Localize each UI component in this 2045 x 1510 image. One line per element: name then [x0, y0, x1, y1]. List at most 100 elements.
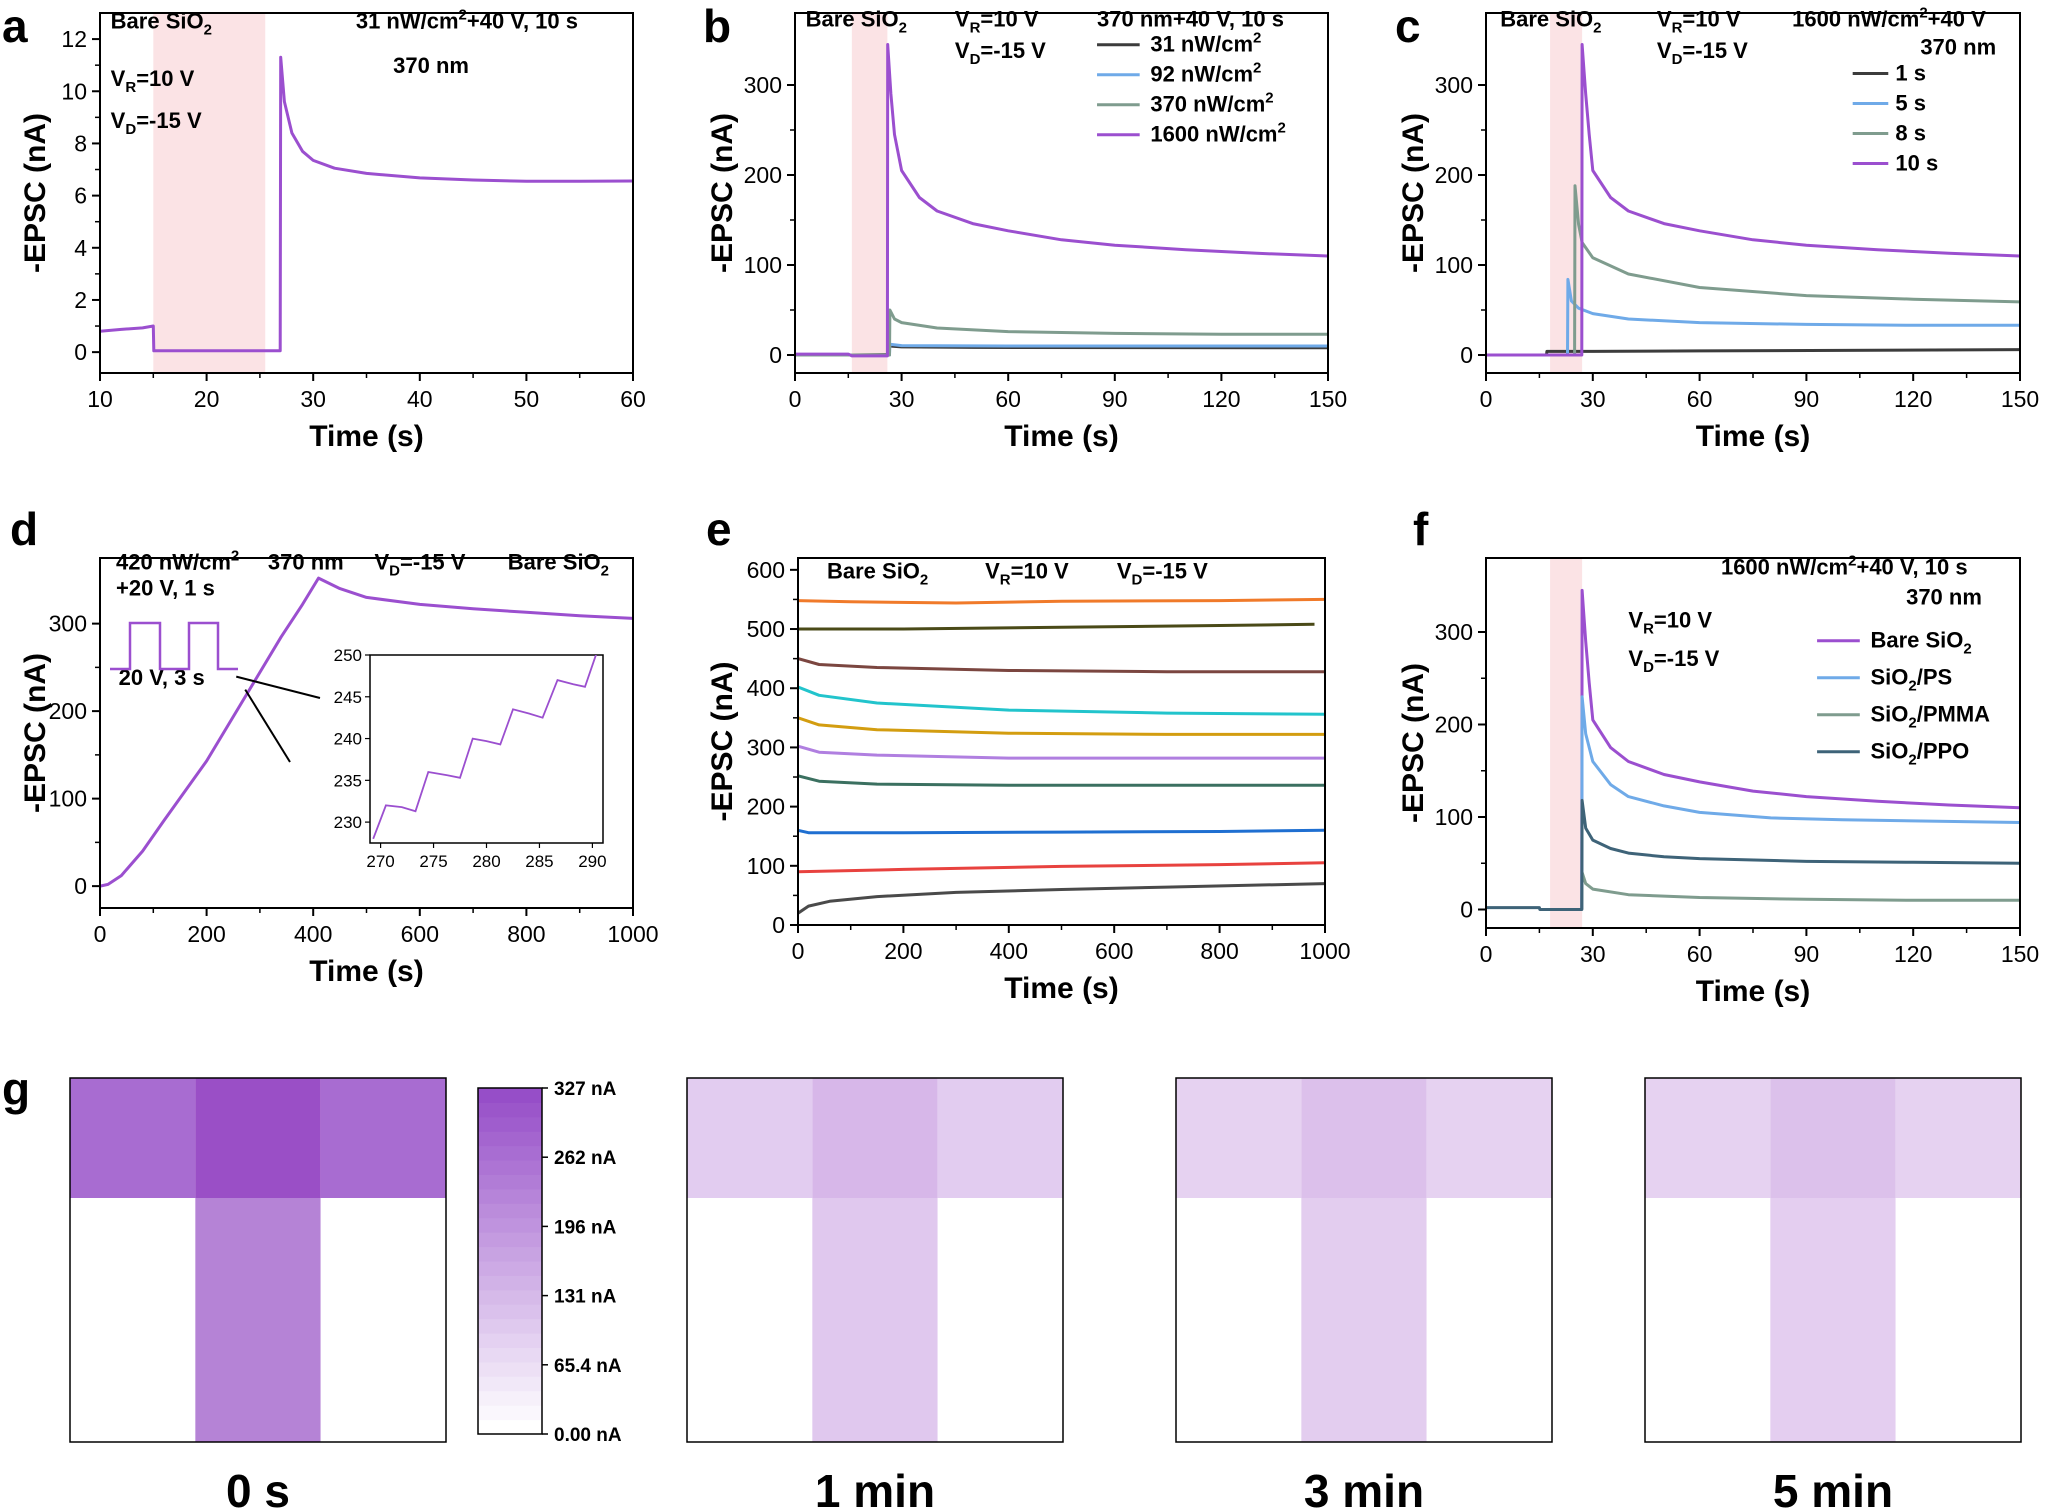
subscript: D [389, 562, 400, 579]
x-tick-label: 1000 [607, 921, 658, 947]
annotation: VD=-15 V [1117, 559, 1208, 589]
heatmap-2: 3 min [1175, 1077, 1553, 1510]
text-part: V [1628, 646, 1643, 671]
colorbar-step [478, 1188, 542, 1204]
subscript: 2 [899, 20, 907, 37]
text-part: Bare SiO [806, 7, 899, 32]
subscript: 2 [1908, 752, 1916, 769]
x-tick-label: 600 [401, 921, 439, 947]
annotation: Bare SiO2 [806, 7, 907, 37]
x-axis-title: Time (s) [1004, 420, 1118, 453]
x-tick-label: 600 [1095, 938, 1133, 964]
heatmap-time-label: 5 min [1773, 1465, 1893, 1510]
y-tick-label: 300 [747, 734, 785, 760]
y-tick-label: 300 [1435, 72, 1473, 98]
series-line [1580, 588, 2020, 910]
inset-frame [369, 654, 604, 844]
y-axis-title: -EPSC (nA) [1397, 113, 1430, 273]
superscript: 2 [1848, 553, 1856, 570]
y-tick-label: 6 [74, 183, 87, 209]
x-tick-label: 90 [1794, 941, 1820, 967]
inset-x-tick-label: 275 [419, 852, 447, 871]
x-axis-title: Time (s) [1696, 975, 1810, 1008]
panel-c: 0 30 60 90 120 150 0 100 200 300 Time (s) -EPSC (nA… [1395, 0, 2039, 453]
y-tick-label: 0 [769, 342, 782, 368]
series-line [798, 882, 1325, 915]
heatmap-cell [1770, 1078, 1896, 1198]
subscript: 2 [1593, 20, 1601, 37]
subscript: R [1643, 620, 1654, 637]
text-part: 1 s [1895, 61, 1926, 86]
subscript: D [125, 121, 136, 138]
superscript: 2 [1253, 60, 1261, 77]
heatmap-cell [195, 1198, 321, 1442]
annotation: VR=10 V [1628, 607, 1712, 637]
x-tick-label: 120 [1202, 386, 1240, 412]
panel-letter: b [703, 0, 731, 52]
y-tick-label: 0 [772, 912, 785, 938]
text-part: 8 s [1895, 121, 1926, 146]
y-tick-label: 2 [74, 287, 87, 313]
text-tail: =10 V [136, 66, 194, 91]
text-part: +20 V, 1 s [116, 576, 215, 601]
series-line [798, 774, 1325, 787]
x-tick-label: 0 [1480, 941, 1493, 967]
x-tick-label: 120 [1894, 941, 1932, 967]
legend-entry: 8 s [1895, 121, 1926, 146]
text-part: 1600 nW/cm [1792, 7, 1919, 32]
y-axis-title: -EPSC (nA) [706, 113, 739, 273]
x-tick-label: 150 [2001, 386, 2039, 412]
colorbar-step [478, 1318, 542, 1334]
text-part: V [1657, 7, 1672, 32]
text-tail: +40 V, 10 s [1856, 555, 1967, 580]
text-part: 5 s [1895, 91, 1926, 116]
colorbar-step [478, 1304, 542, 1320]
heatmap-cell [1176, 1078, 1302, 1198]
colorbar-step [478, 1131, 542, 1147]
x-tick-label: 10 [87, 386, 113, 412]
inset-y-tick-label: 250 [334, 646, 362, 665]
heatmap-frame [1644, 1077, 2022, 1443]
text-tail: =10 V [1011, 559, 1069, 584]
annotation: Bare SiO2 [508, 549, 609, 579]
x-tick-label: 60 [1687, 941, 1713, 967]
y-tick-label: 400 [747, 675, 785, 701]
series-line [798, 685, 1325, 716]
panel-letter: d [10, 503, 38, 555]
series-line [795, 43, 1328, 358]
text-part: 370 nm [1906, 584, 1982, 609]
y-tick-label: 200 [49, 698, 87, 724]
x-tick-label: 90 [1794, 386, 1820, 412]
heatmap-frame [686, 1077, 1064, 1443]
text-part: V [985, 559, 1000, 584]
x-tick-label: 120 [1894, 386, 1932, 412]
colorbar-frame [477, 1087, 543, 1435]
series-line [798, 861, 1325, 874]
subscript: 2 [204, 22, 212, 39]
y-tick-label: 8 [74, 130, 87, 156]
series-line [1580, 871, 2020, 910]
text-part: V [374, 549, 389, 574]
annotation: 420 nW/cm2 [116, 547, 239, 574]
heatmap-cell [687, 1078, 813, 1198]
x-tick-label: 400 [990, 938, 1028, 964]
annotation: VD=-15 V [374, 549, 465, 579]
panel-letter: g [2, 1063, 30, 1115]
light-pulse-shade [851, 14, 888, 372]
y-tick-label: 10 [61, 78, 87, 104]
panel-a: 10 20 30 40 50 60 0 2 4 6 8 10 12 Time (s) -EPSC (nA) a… [2, 0, 646, 453]
text-part: Bare SiO [111, 9, 204, 34]
text-part: 370 nm [268, 549, 344, 574]
text-part: SiO [1870, 739, 1908, 764]
heatmap-frame [69, 1077, 447, 1443]
heatmap-time-label: 3 min [1304, 1465, 1424, 1510]
heatmap-cell [812, 1078, 938, 1198]
x-axis-title: Time (s) [1004, 972, 1118, 1005]
x-tick-label: 800 [507, 921, 545, 947]
zoom-line [244, 689, 291, 763]
text-part: 1600 nW/cm [1150, 122, 1277, 147]
x-tick-label: 0 [94, 921, 107, 947]
legend-entry: 1 s [1895, 61, 1926, 86]
heatmap-cell [1895, 1198, 2021, 1442]
text-tail: =-15 V [980, 38, 1046, 63]
